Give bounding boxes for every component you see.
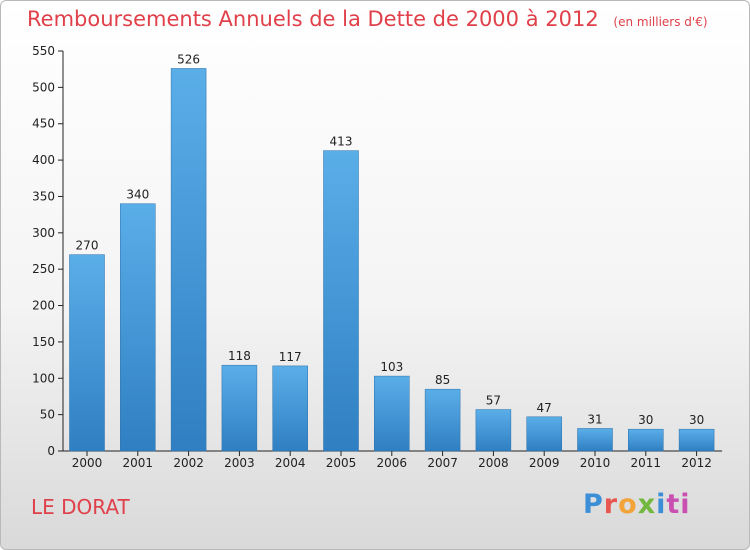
data-label: 117 <box>279 350 302 364</box>
bar <box>678 428 715 452</box>
data-label: 526 <box>177 52 200 66</box>
bar <box>272 365 308 452</box>
x-tick-label: 2005 <box>326 456 357 470</box>
chart-bars <box>69 68 715 452</box>
chart-axes: 0 50 100 150 200 250 300 350 400 450 500 550 <box>32 44 723 458</box>
data-label: 85 <box>435 373 450 387</box>
data-label: 47 <box>537 401 552 415</box>
x-tick-label: 2010 <box>580 456 611 470</box>
bar <box>170 68 207 452</box>
logo-letter: i <box>656 489 667 520</box>
x-tick-label: 2008 <box>478 456 509 470</box>
x-tick-label: 2004 <box>275 456 306 470</box>
x-tick-label: 2002 <box>173 456 204 470</box>
bar <box>323 150 359 452</box>
chart-title: Remboursements Annuels de la Dette de 20… <box>27 7 708 31</box>
data-label: 103 <box>380 360 403 374</box>
bar <box>374 375 410 452</box>
y-tick-label: 350 <box>32 189 55 203</box>
data-label: 30 <box>638 413 653 427</box>
x-tick-label: 2006 <box>377 456 408 470</box>
logo-letter: P <box>583 489 604 520</box>
y-tick-label: 400 <box>32 153 55 167</box>
y-tick-label: 0 <box>47 444 55 458</box>
x-tick-label: 2009 <box>529 456 560 470</box>
data-label: 413 <box>330 135 353 149</box>
data-label: 340 <box>126 188 149 202</box>
bar <box>526 416 562 452</box>
y-tick-label: 450 <box>32 117 55 131</box>
y-tick-label: 50 <box>40 408 55 422</box>
logo-letter: ti <box>666 489 691 520</box>
x-tick-label: 2011 <box>631 456 662 470</box>
data-label: 270 <box>76 239 99 253</box>
y-tick-label: 500 <box>32 80 55 94</box>
commune-name: LE DORAT <box>31 495 130 519</box>
bar <box>120 203 156 452</box>
chart-title-text: Remboursements Annuels de la Dette de 20… <box>27 7 599 31</box>
y-tick-label: 150 <box>32 335 55 349</box>
proxiti-logo: Proxiti <box>583 489 691 520</box>
y-tick-label: 100 <box>32 371 55 385</box>
y-tick-label: 300 <box>32 226 55 240</box>
logo-letter: x <box>637 489 657 520</box>
y-tick-label: 250 <box>32 262 55 276</box>
bar <box>577 428 613 452</box>
x-tick-label: 2012 <box>681 456 712 470</box>
x-tick-label: 2007 <box>427 456 458 470</box>
bar <box>69 254 105 452</box>
logo-letter: o <box>618 489 638 520</box>
data-label: 30 <box>689 413 704 427</box>
bar <box>221 364 258 452</box>
bar <box>424 388 461 452</box>
x-tick-label: 2001 <box>123 456 154 470</box>
x-tick-label: 2000 <box>72 456 103 470</box>
chart-labels: 2000 270 2001 340 2002 526 2003 118 2004 117 2005 4… <box>72 52 712 470</box>
data-label: 31 <box>587 412 602 426</box>
data-label: 57 <box>486 394 501 408</box>
logo-letter: r <box>603 489 619 520</box>
bar <box>475 409 512 452</box>
y-tick-label: 550 <box>32 44 55 58</box>
y-tick-label: 200 <box>32 299 55 313</box>
data-label: 118 <box>228 349 251 363</box>
chart-subtitle: (en milliers d'€) <box>613 15 708 29</box>
bar <box>628 428 664 452</box>
x-tick-label: 2003 <box>224 456 255 470</box>
